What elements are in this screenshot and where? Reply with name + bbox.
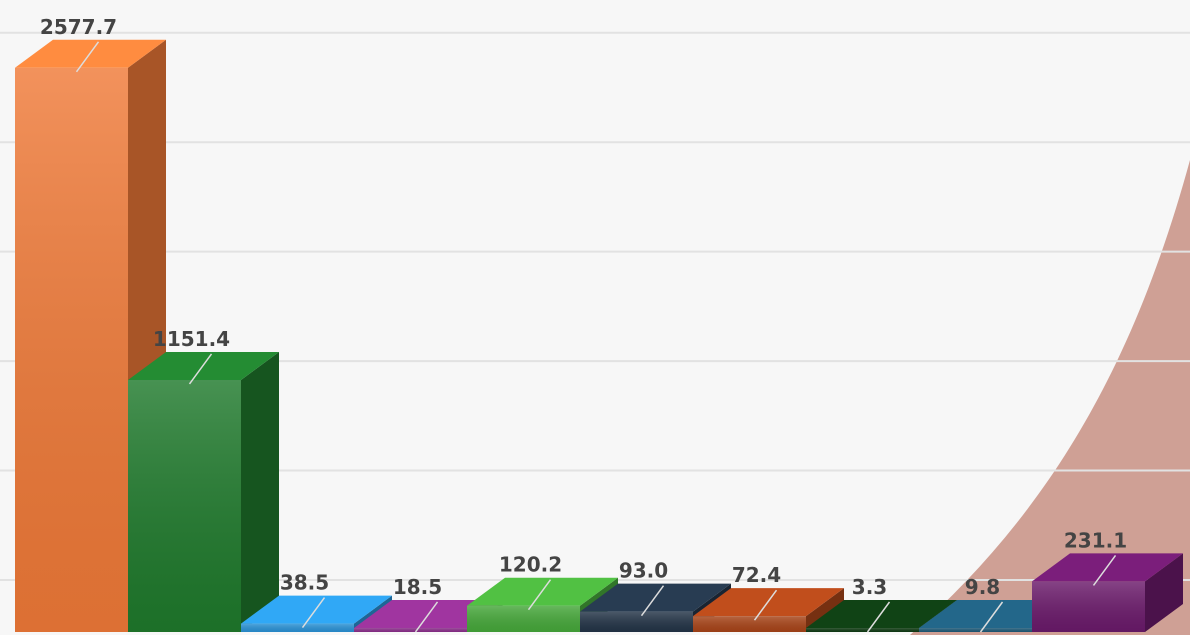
- bar-front-shade: [354, 627, 467, 632]
- bar-front-shade: [128, 379, 241, 632]
- leader-line: [188, 353, 213, 385]
- value-label: 1151.4: [153, 327, 230, 351]
- bar: 38.5: [241, 571, 392, 632]
- bar: 2577.7: [15, 15, 166, 632]
- bar: 3.3: [806, 575, 957, 633]
- bar-front-shade: [15, 67, 128, 632]
- leader-line: [75, 41, 100, 73]
- leader-line: [979, 601, 1004, 633]
- leader-line: [301, 597, 326, 629]
- bar-front-shade: [919, 628, 1032, 632]
- bar: 72.4: [693, 563, 844, 632]
- leader-line: [527, 579, 552, 611]
- value-label: 38.5: [280, 571, 329, 595]
- bar: 231.1: [1032, 528, 1183, 632]
- leader-line: [640, 585, 665, 617]
- value-label: 93.0: [619, 559, 668, 583]
- leader-line: [753, 589, 778, 621]
- bar-front-shade: [580, 611, 693, 632]
- value-label: 3.3: [852, 575, 887, 599]
- bar: 120.2: [467, 553, 618, 632]
- value-label: 9.8: [965, 575, 1000, 599]
- value-label: 231.1: [1064, 528, 1127, 552]
- background-shape: [910, 160, 1190, 635]
- bar: 1151.4: [128, 327, 279, 632]
- bar-side: [1145, 553, 1183, 632]
- leader-line: [414, 601, 439, 633]
- bar-front-shade: [806, 628, 919, 632]
- value-label: 120.2: [499, 553, 562, 577]
- value-label: 72.4: [732, 563, 781, 587]
- leader-line: [866, 601, 891, 633]
- value-label: 2577.7: [40, 15, 117, 39]
- bar-front-shade: [467, 605, 580, 632]
- bar-front-shade: [1032, 581, 1145, 632]
- bar-side: [241, 351, 279, 632]
- leader-line: [1092, 554, 1117, 586]
- bar-front-shade: [241, 623, 354, 632]
- value-label: 18.5: [393, 575, 442, 599]
- bar-front-shade: [693, 616, 806, 632]
